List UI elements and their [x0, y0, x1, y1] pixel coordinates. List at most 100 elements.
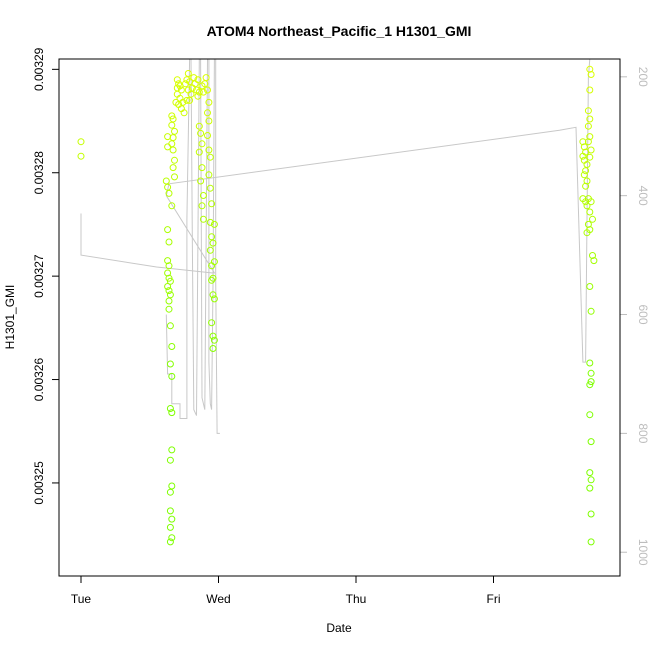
data-point	[586, 153, 594, 161]
data-point	[586, 381, 594, 389]
data-point	[171, 173, 178, 181]
data-point	[209, 274, 217, 282]
data-point	[168, 409, 176, 417]
data-point	[198, 164, 206, 172]
data-point	[195, 122, 203, 130]
data-point	[590, 257, 598, 265]
data-point	[168, 140, 176, 148]
data-point	[205, 146, 213, 154]
chart-title: ATOM4 Northeast_Pacific_1 H1301_GMI	[207, 23, 472, 39]
data-point	[587, 538, 595, 546]
data-point	[165, 238, 173, 246]
data-point	[168, 121, 176, 129]
data-point	[197, 129, 205, 137]
x-axis-label: Date	[326, 621, 352, 635]
data-point	[204, 86, 211, 94]
x-tick-label: Thu	[346, 592, 367, 606]
data-point	[586, 208, 594, 216]
data-point	[198, 202, 206, 210]
data-point	[171, 127, 178, 135]
x-tick-label: Tue	[71, 592, 92, 606]
data-point	[168, 112, 176, 120]
data-point	[587, 146, 595, 154]
data-point	[166, 322, 174, 330]
point-layer	[77, 65, 598, 546]
data-point	[177, 86, 185, 94]
data-point	[587, 378, 595, 386]
data-point	[166, 360, 174, 368]
data-point	[195, 88, 203, 96]
data-point	[587, 198, 595, 206]
data-point	[183, 96, 191, 104]
data-point	[198, 140, 206, 148]
data-point	[204, 132, 211, 139]
data-point	[206, 153, 214, 161]
data-point	[165, 262, 173, 270]
data-point	[580, 143, 588, 151]
data-point	[165, 189, 173, 197]
series-line-1	[80, 58, 593, 363]
data-point	[164, 283, 172, 290]
data-point	[166, 507, 174, 515]
data-point	[586, 283, 594, 290]
data-point	[587, 369, 595, 377]
data-point	[171, 156, 178, 164]
y2-tick-label: 600	[636, 305, 650, 325]
data-point	[173, 84, 181, 92]
data-point	[168, 446, 176, 454]
y-tick-label: 0.00327	[32, 254, 46, 298]
data-point	[168, 515, 176, 523]
data-point	[587, 307, 595, 315]
data-point	[165, 297, 173, 305]
data-point	[168, 343, 176, 350]
line-layer	[80, 58, 593, 434]
data-point	[210, 336, 218, 344]
data-point	[194, 76, 202, 84]
data-point	[587, 438, 595, 446]
data-point	[205, 117, 213, 125]
data-point	[164, 133, 172, 141]
data-point	[206, 218, 214, 226]
data-point	[182, 80, 189, 88]
data-point	[582, 182, 590, 190]
data-point	[168, 534, 176, 542]
data-point	[199, 192, 207, 199]
data-point	[209, 291, 217, 299]
data-point	[586, 484, 594, 492]
data-point	[583, 177, 591, 185]
data-point	[169, 164, 177, 172]
data-point	[579, 152, 587, 160]
data-point	[169, 134, 177, 142]
y-tick-label: 0.00328	[32, 151, 46, 195]
data-point	[210, 258, 218, 266]
data-point	[77, 152, 85, 160]
data-point	[584, 122, 592, 130]
data-point	[209, 332, 217, 340]
data-point	[199, 215, 207, 223]
data-point	[168, 202, 176, 210]
data-point	[202, 74, 210, 82]
data-point	[583, 202, 591, 210]
y-axis-label: H1301_GMI	[3, 285, 17, 350]
data-point	[584, 138, 592, 146]
data-point	[208, 319, 216, 327]
data-point	[206, 246, 214, 254]
y2-tick-label: 1000	[636, 539, 650, 566]
data-point	[180, 109, 188, 117]
data-point	[587, 510, 595, 518]
data-point	[166, 538, 174, 546]
data-point	[204, 109, 211, 117]
data-point	[586, 115, 594, 123]
data-point	[172, 98, 180, 106]
data-point	[589, 252, 596, 259]
data-point	[164, 226, 172, 234]
data-point	[586, 133, 594, 141]
data-point	[168, 372, 176, 380]
data-point	[195, 148, 203, 156]
y-tick-label: 0.00326	[32, 358, 46, 402]
data-point	[194, 92, 202, 100]
data-point	[208, 200, 216, 208]
data-point	[162, 177, 170, 185]
x-tick-label: Wed	[206, 592, 230, 606]
data-point	[166, 405, 174, 412]
